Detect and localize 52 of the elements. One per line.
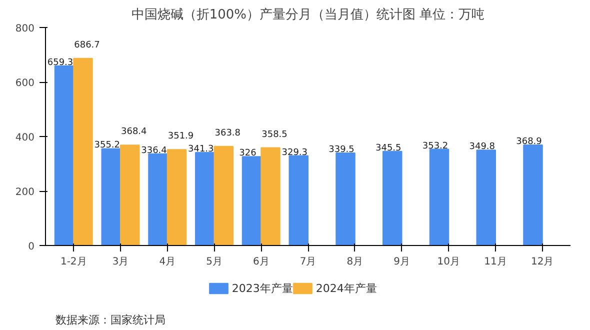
data-label: 686.7 [74, 40, 100, 50]
bar [382, 150, 402, 246]
bar [148, 153, 168, 246]
data-label: 345.5 [375, 143, 402, 154]
bar [166, 149, 187, 246]
x-tick-label: 11月 [484, 256, 507, 268]
chart-title: 中国烧碱（折100%）产量分月（当月值）统计图 单位：万吨 [131, 8, 485, 22]
x-tick-label: 4月 [159, 256, 176, 268]
source-note: 数据来源：国家统计局 [56, 314, 166, 326]
data-label: 349.8 [469, 142, 496, 152]
bar [54, 65, 74, 246]
y-tick-label: 800 [15, 24, 35, 34]
data-label: 368.4 [120, 127, 148, 138]
x-tick-label: 6月 [252, 256, 270, 268]
y-tick-label: 600 [15, 78, 35, 89]
bar [429, 148, 450, 246]
x-tick-label: 5月 [206, 256, 222, 268]
bar [120, 144, 140, 246]
legend-label: 2024年产量 [316, 282, 377, 295]
y-tick-label: 400 [15, 132, 35, 144]
data-label: 336.4 [141, 146, 168, 156]
bar [214, 146, 234, 246]
data-label: 329.3 [282, 148, 308, 158]
data-label: 351.9 [168, 132, 194, 142]
data-label: 363.8 [214, 128, 241, 138]
bar [523, 144, 543, 246]
bar [242, 156, 262, 246]
data-label: 353.2 [422, 141, 448, 152]
y-tick-label: 200 [15, 187, 35, 198]
x-tick-label: 12月 [531, 256, 554, 268]
data-label: 368.9 [516, 136, 542, 147]
x-tick-label: 1-2月 [60, 256, 87, 268]
bar [336, 152, 356, 246]
bar [260, 147, 280, 246]
legend-label: 2023年产量 [232, 282, 293, 295]
x-tick-label: 9月 [394, 256, 410, 268]
y-tick-label: 0 [28, 242, 35, 252]
data-label: 339.5 [328, 144, 354, 155]
data-label: 341.3 [188, 144, 214, 154]
bar [195, 152, 215, 246]
data-label: 326 [239, 148, 257, 159]
bar [288, 155, 308, 246]
bar [101, 148, 121, 246]
bar [73, 58, 93, 246]
x-tick-label: 3月 [112, 256, 129, 268]
x-tick-label: 7月 [300, 256, 316, 268]
x-tick-label: 8月 [346, 256, 364, 268]
bar [476, 150, 496, 246]
data-label: 659.3 [47, 58, 74, 68]
data-label: 355.2 [94, 140, 120, 151]
x-tick-label: 10月 [437, 256, 460, 268]
data-label: 358.5 [262, 130, 288, 140]
